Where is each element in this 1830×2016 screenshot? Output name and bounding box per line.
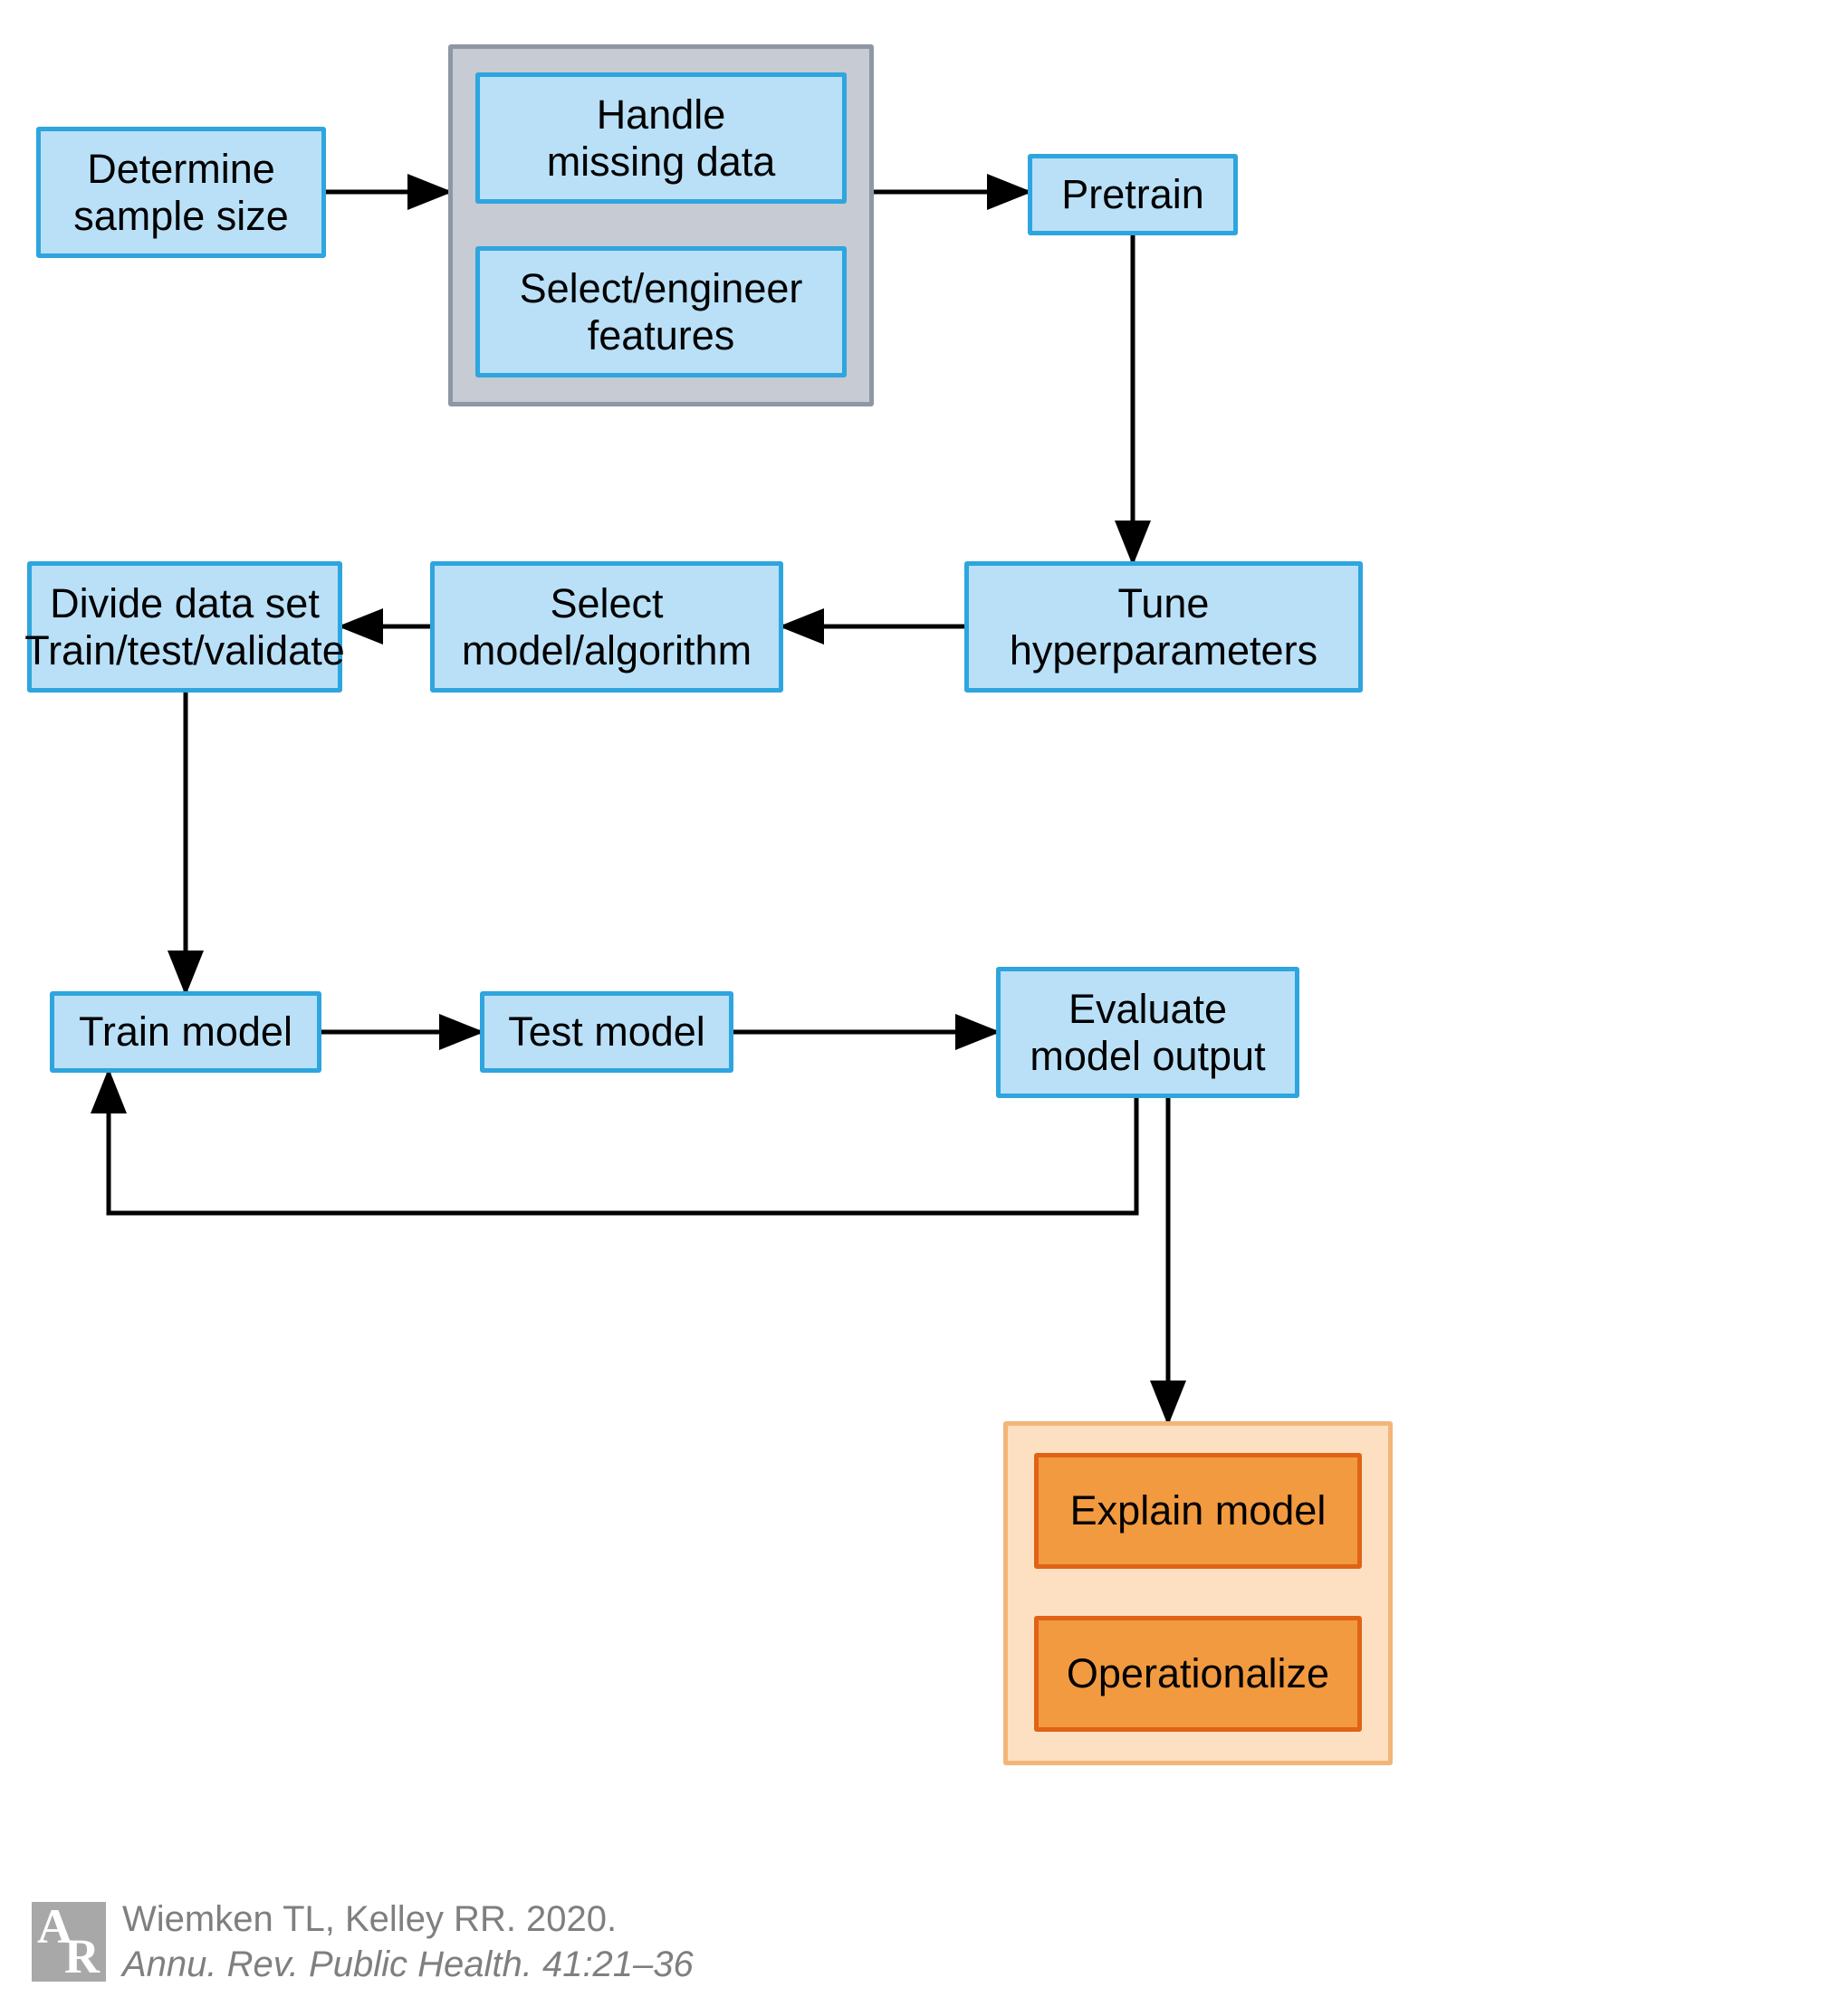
node-divide: Divide data setTrain/test/validate — [27, 561, 342, 693]
node-test: Test model — [480, 991, 733, 1073]
node-test-label: Test model — [508, 1008, 705, 1056]
node-evaluate-label: Evaluatemodel output — [1030, 986, 1265, 1080]
node-features: Select/engineerfeatures — [475, 246, 847, 377]
node-pretrain: Pretrain — [1028, 154, 1238, 235]
node-pretrain-label: Pretrain — [1061, 171, 1204, 218]
node-tune-label: Tunehyperparameters — [1010, 580, 1317, 674]
citation-text: Wiemken TL, Kelley RR. 2020. Annu. Rev. … — [122, 1897, 694, 1987]
citation-block: A R Wiemken TL, Kelley RR. 2020. Annu. R… — [32, 1897, 694, 1987]
citation-journal: Annu. Rev. Public Health. 41:21–36 — [122, 1942, 694, 1987]
node-features-label: Select/engineerfeatures — [520, 265, 803, 359]
node-tune: Tunehyperparameters — [964, 561, 1363, 693]
node-missing: Handlemissing data — [475, 72, 847, 204]
node-train: Train model — [50, 991, 321, 1073]
node-missing-label: Handlemissing data — [547, 91, 776, 186]
node-evaluate: Evaluatemodel output — [996, 967, 1299, 1098]
node-explain: Explain model — [1034, 1453, 1362, 1569]
node-train-label: Train model — [79, 1008, 292, 1056]
node-divide-label: Divide data setTrain/test/validate — [24, 580, 345, 674]
annual-reviews-logo: A R — [32, 1902, 106, 1982]
citation-authors: Wiemken TL, Kelley RR. 2020. — [122, 1897, 694, 1942]
logo-letter-r: R — [64, 1928, 100, 1984]
node-operate-label: Operationalize — [1067, 1650, 1329, 1697]
node-determine-label: Determinesample size — [73, 146, 289, 240]
node-determine: Determinesample size — [36, 127, 326, 258]
node-selectalg: Selectmodel/algorithm — [430, 561, 783, 693]
node-explain-label: Explain model — [1070, 1487, 1327, 1534]
node-selectalg-label: Selectmodel/algorithm — [462, 580, 752, 674]
node-operate: Operationalize — [1034, 1616, 1362, 1732]
